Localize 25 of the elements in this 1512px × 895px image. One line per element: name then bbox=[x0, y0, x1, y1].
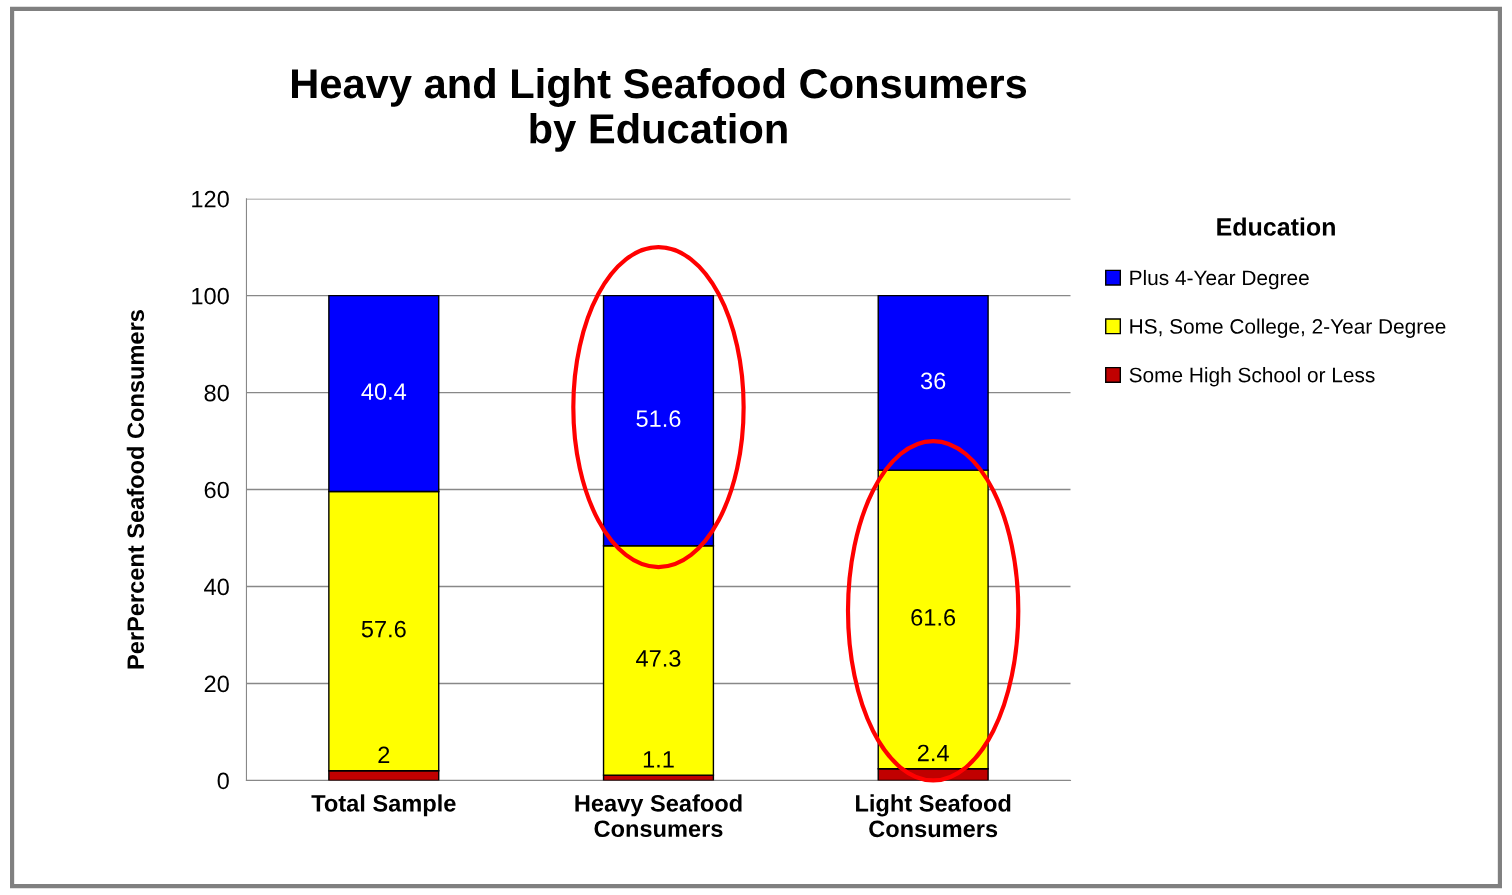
y-tick-label: 100 bbox=[192, 287, 229, 305]
y-axis-title: PerPercent Seafood Consumers bbox=[126, 310, 145, 669]
legend-label: HS, Some College, 2-Year Degree bbox=[1130, 318, 1446, 338]
data-label: 2 bbox=[378, 746, 390, 764]
y-tick-label: 120 bbox=[192, 190, 229, 208]
data-label: 57.6 bbox=[361, 620, 406, 638]
y-tick-label: 0 bbox=[217, 772, 229, 790]
legend-label: Plus 4-Year Degree bbox=[1130, 269, 1309, 290]
y-tick-label: 60 bbox=[204, 481, 229, 499]
legend-label: Some High School or Less bbox=[1129, 367, 1375, 387]
y-tick-label: 80 bbox=[204, 384, 229, 402]
x-tick-label: Light Seafood Consumers bbox=[856, 794, 1011, 838]
data-label: 40.4 bbox=[361, 383, 407, 400]
legend-title: Education bbox=[1217, 217, 1335, 236]
data-label: 1.1 bbox=[643, 751, 674, 768]
y-tick-label: 40 bbox=[204, 578, 229, 596]
data-label: 61.6 bbox=[911, 609, 956, 626]
y-tick-label: 20 bbox=[204, 675, 229, 693]
x-tick-label: Total Sample bbox=[311, 794, 456, 817]
data-label: 2.4 bbox=[917, 744, 949, 762]
chart-title: Heavy and Light Seafood Consumers by Education bbox=[292, 67, 1027, 152]
data-label: 47.3 bbox=[636, 650, 681, 667]
data-label: 51.6 bbox=[636, 410, 681, 428]
x-tick-label: Heavy Seafood Consumers bbox=[575, 794, 742, 838]
data-label: 36 bbox=[920, 372, 946, 390]
